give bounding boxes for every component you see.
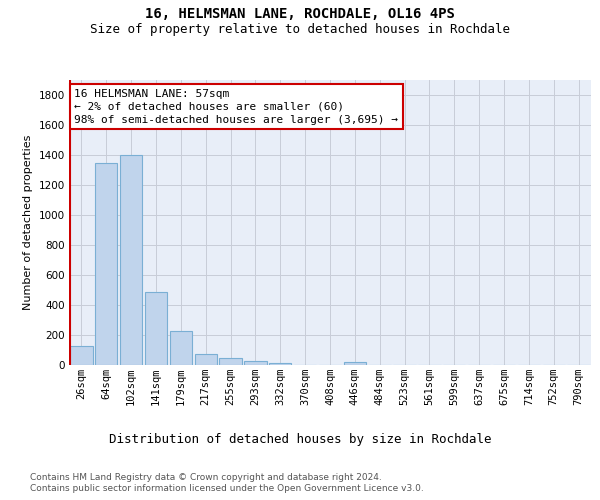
Y-axis label: Number of detached properties: Number of detached properties (23, 135, 33, 310)
Bar (145, 292, 167, 365)
Bar (244, 361, 266, 365)
Text: 16, HELMSMAN LANE, ROCHDALE, OL16 4PS: 16, HELMSMAN LANE, ROCHDALE, OL16 4PS (145, 8, 455, 22)
Bar (344, 362, 366, 365)
Text: Distribution of detached houses by size in Rochdale: Distribution of detached houses by size … (109, 432, 491, 446)
Text: Size of property relative to detached houses in Rochdale: Size of property relative to detached ho… (90, 22, 510, 36)
Bar (194, 354, 217, 365)
Bar (269, 363, 292, 365)
Bar (220, 358, 242, 365)
Bar (170, 331, 192, 365)
Bar (70, 346, 92, 365)
Bar (95, 163, 118, 365)
Text: Contains public sector information licensed under the Open Government Licence v3: Contains public sector information licen… (30, 484, 424, 493)
Text: 16 HELMSMAN LANE: 57sqm
← 2% of detached houses are smaller (60)
98% of semi-det: 16 HELMSMAN LANE: 57sqm ← 2% of detached… (74, 88, 398, 125)
Text: Contains HM Land Registry data © Crown copyright and database right 2024.: Contains HM Land Registry data © Crown c… (30, 472, 382, 482)
Bar (120, 155, 142, 365)
